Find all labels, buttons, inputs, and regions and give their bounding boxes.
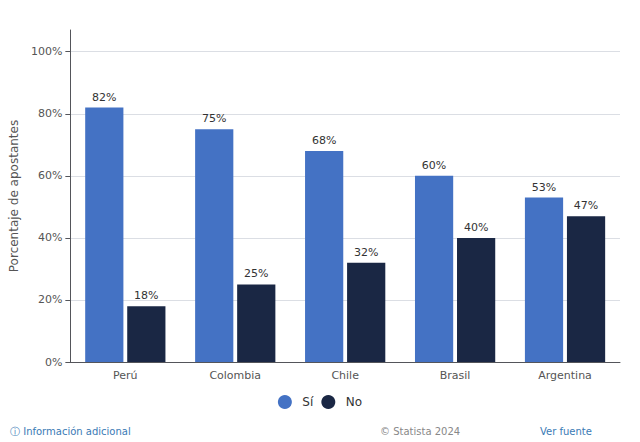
svg-text:Brasil: Brasil	[440, 369, 471, 382]
svg-text:60%: 60%	[38, 169, 62, 182]
svg-text:Porcentaje de apostantes: Porcentaje de apostantes	[7, 120, 21, 272]
svg-text:25%: 25%	[244, 267, 268, 280]
svg-text:40%: 40%	[38, 231, 62, 244]
svg-text:Perú: Perú	[113, 369, 138, 382]
svg-text:18%: 18%	[134, 289, 158, 302]
svg-text:82%: 82%	[92, 91, 116, 104]
svg-text:75%: 75%	[202, 112, 226, 125]
svg-text:60%: 60%	[422, 159, 446, 172]
svg-text:Argentina: Argentina	[538, 369, 592, 382]
svg-text:53%: 53%	[532, 181, 556, 194]
svg-text:47%: 47%	[574, 199, 598, 212]
svg-text:68%: 68%	[312, 134, 336, 147]
svg-text:0%: 0%	[45, 356, 62, 369]
svg-text:Sí: Sí	[302, 395, 314, 409]
svg-text:20%: 20%	[38, 293, 62, 306]
svg-text:80%: 80%	[38, 107, 62, 120]
svg-text:No: No	[346, 395, 362, 409]
svg-text:40%: 40%	[464, 221, 488, 234]
svg-text:Colombia: Colombia	[209, 369, 261, 382]
svg-text:32%: 32%	[354, 246, 378, 259]
svg-text:100%: 100%	[31, 45, 62, 58]
svg-text:Chile: Chile	[331, 369, 359, 382]
svg-text:ⓘ Información adicional: ⓘ Información adicional	[10, 426, 131, 437]
svg-text:© Statista 2024: © Statista 2024	[380, 426, 460, 437]
svg-text:Ver fuente: Ver fuente	[540, 426, 592, 437]
